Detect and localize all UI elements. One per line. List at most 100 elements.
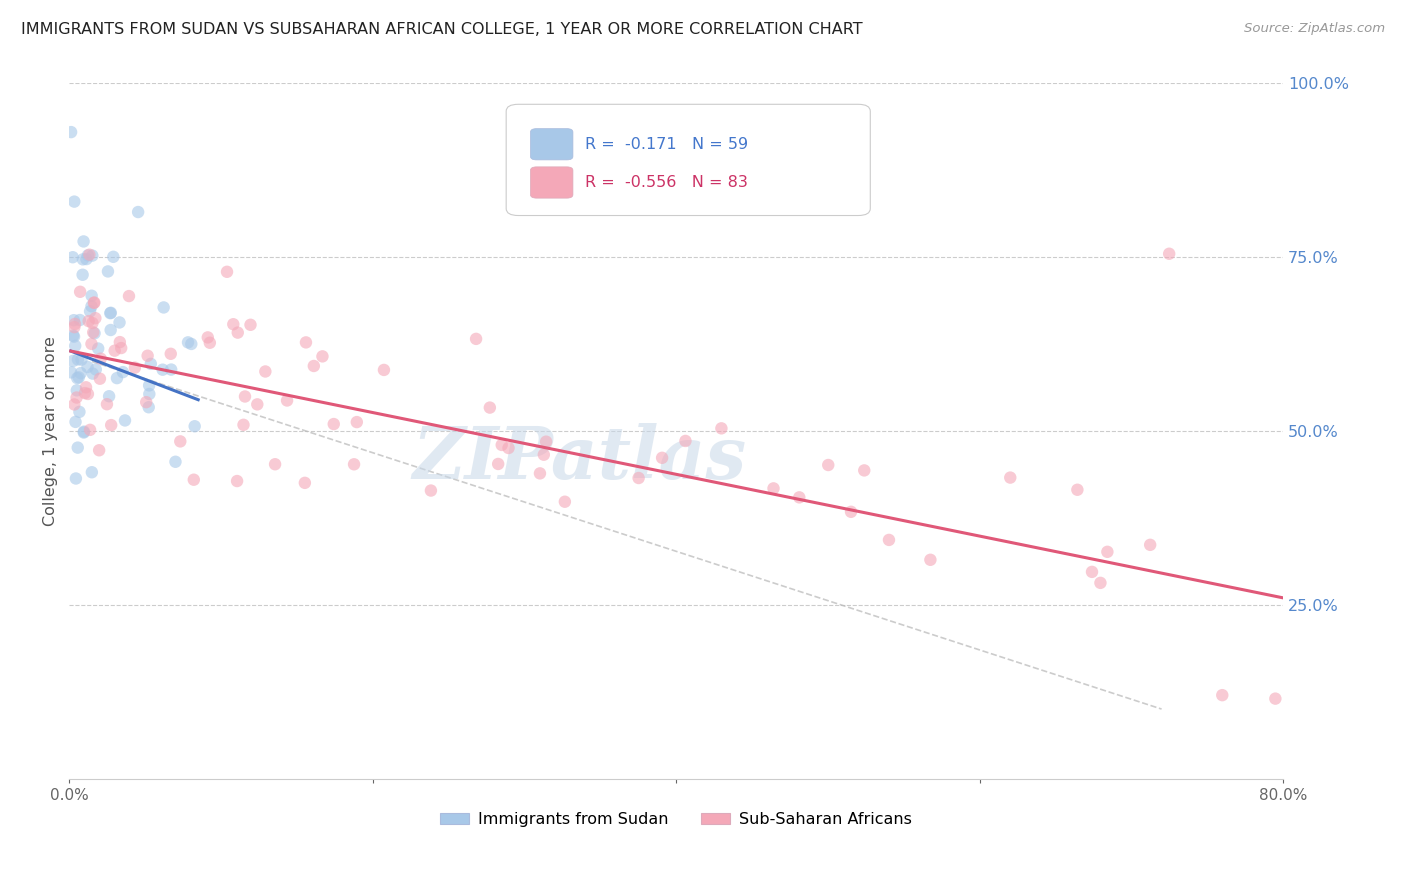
Point — [136, 349, 159, 363]
Point — [215, 265, 238, 279]
Point — [1081, 565, 1104, 579]
Y-axis label: College, 1 year or more: College, 1 year or more — [44, 336, 58, 526]
Point — [80, 299, 103, 313]
Point — [853, 463, 876, 477]
Point — [76, 359, 98, 374]
Point — [114, 413, 136, 427]
Text: R =  -0.171   N = 59: R = -0.171 N = 59 — [585, 136, 748, 152]
Point — [1264, 691, 1286, 706]
Point — [83, 295, 105, 310]
Point — [82, 326, 104, 340]
Point — [105, 371, 128, 385]
Legend: Immigrants from Sudan, Sub-Saharan Africans: Immigrants from Sudan, Sub-Saharan Afric… — [433, 805, 918, 833]
Point — [478, 401, 501, 415]
Point — [165, 455, 187, 469]
Point — [160, 362, 183, 376]
Point — [554, 494, 576, 508]
Point — [108, 335, 131, 350]
Point — [197, 330, 219, 344]
Point — [75, 380, 97, 394]
Point — [62, 313, 84, 327]
Point — [87, 342, 110, 356]
Point — [72, 235, 94, 249]
Point — [486, 457, 509, 471]
Point — [276, 393, 298, 408]
Point — [63, 397, 86, 411]
Point — [79, 423, 101, 437]
Point — [83, 295, 105, 310]
Point — [498, 441, 520, 455]
Point — [100, 306, 122, 320]
Text: Source: ZipAtlas.com: Source: ZipAtlas.com — [1244, 22, 1385, 36]
Point — [80, 289, 103, 303]
Point — [60, 365, 83, 379]
Point — [111, 365, 134, 379]
Point — [373, 363, 395, 377]
Point — [79, 304, 101, 318]
Point — [222, 317, 245, 331]
Point — [651, 450, 673, 465]
Point — [89, 443, 111, 458]
Point — [627, 471, 650, 485]
Point — [169, 434, 191, 449]
Point — [97, 264, 120, 278]
Point — [72, 252, 94, 267]
Point — [110, 341, 132, 355]
Point — [103, 250, 125, 264]
FancyBboxPatch shape — [506, 104, 870, 216]
Point — [226, 474, 249, 488]
Point — [710, 421, 733, 435]
Point — [62, 328, 84, 343]
Point — [69, 313, 91, 327]
Point — [96, 397, 118, 411]
Point — [787, 491, 810, 505]
Point — [302, 359, 325, 373]
Point — [77, 248, 100, 262]
Point — [295, 335, 318, 350]
Point — [322, 417, 344, 431]
Point — [73, 425, 96, 439]
Point — [63, 339, 86, 353]
Point — [491, 438, 513, 452]
Point — [77, 314, 100, 328]
Point — [67, 370, 90, 384]
Point — [98, 389, 121, 403]
Point — [232, 417, 254, 432]
Point — [72, 268, 94, 282]
Point — [63, 329, 86, 343]
FancyBboxPatch shape — [530, 128, 572, 160]
Point — [66, 352, 89, 367]
Point — [1139, 538, 1161, 552]
Point — [82, 316, 104, 330]
Point — [264, 457, 287, 471]
Point — [346, 415, 368, 429]
Point — [817, 458, 839, 472]
Point — [98, 306, 121, 320]
Point — [138, 387, 160, 401]
Text: ZIPatlas: ZIPatlas — [412, 424, 747, 494]
FancyBboxPatch shape — [530, 167, 572, 198]
Point — [534, 434, 557, 449]
Point — [1090, 575, 1112, 590]
Point — [246, 397, 269, 411]
Point — [75, 252, 97, 266]
Point — [80, 337, 103, 351]
Point — [127, 205, 149, 219]
Point — [152, 301, 174, 315]
Point — [152, 362, 174, 376]
Point — [108, 315, 131, 329]
Point — [66, 371, 89, 385]
Point — [533, 448, 555, 462]
Point — [529, 467, 551, 481]
Point — [343, 458, 366, 472]
Point — [226, 326, 249, 340]
Point — [84, 311, 107, 326]
Point — [63, 320, 86, 334]
Point — [1159, 246, 1181, 260]
Point — [920, 553, 942, 567]
Point — [239, 318, 262, 332]
Point — [80, 465, 103, 479]
Point — [139, 357, 162, 371]
Point — [877, 533, 900, 547]
Point — [77, 387, 100, 401]
